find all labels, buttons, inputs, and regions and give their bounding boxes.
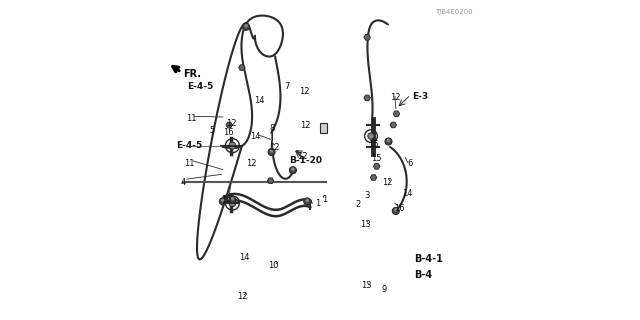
Text: 9: 9 <box>381 285 387 294</box>
Text: 11: 11 <box>184 159 195 168</box>
FancyBboxPatch shape <box>320 123 327 133</box>
Text: 14: 14 <box>239 253 250 262</box>
Text: 12: 12 <box>300 87 310 96</box>
Polygon shape <box>364 35 371 40</box>
Circle shape <box>387 139 390 142</box>
Text: 12: 12 <box>269 143 280 152</box>
Polygon shape <box>268 178 274 183</box>
Text: 16: 16 <box>394 204 404 213</box>
Text: B-4: B-4 <box>414 270 432 280</box>
Polygon shape <box>239 65 245 70</box>
Text: 12: 12 <box>390 93 400 102</box>
Text: 12: 12 <box>300 121 311 130</box>
Circle shape <box>304 198 311 205</box>
Circle shape <box>392 207 399 214</box>
Circle shape <box>230 197 234 201</box>
Text: 11: 11 <box>186 114 196 123</box>
Circle shape <box>394 208 397 212</box>
Text: TJB4E0200: TJB4E0200 <box>435 9 473 15</box>
Circle shape <box>305 199 309 202</box>
Text: 5: 5 <box>209 126 214 135</box>
Text: 1: 1 <box>315 198 320 207</box>
Text: 12: 12 <box>237 292 247 301</box>
Text: 12: 12 <box>297 152 308 161</box>
Polygon shape <box>226 122 232 128</box>
Polygon shape <box>374 164 380 169</box>
Text: 12: 12 <box>246 159 257 168</box>
Text: FR.: FR. <box>183 69 201 79</box>
Circle shape <box>220 198 227 205</box>
Circle shape <box>385 138 392 145</box>
Circle shape <box>221 199 225 202</box>
Circle shape <box>368 133 374 139</box>
Text: 13: 13 <box>360 220 371 229</box>
Text: 16: 16 <box>221 195 231 204</box>
Text: 6: 6 <box>407 159 413 168</box>
Circle shape <box>268 148 275 156</box>
Text: B-1-20: B-1-20 <box>289 156 322 165</box>
Text: 14: 14 <box>250 132 261 141</box>
Circle shape <box>291 167 294 171</box>
Text: 4: 4 <box>180 178 186 187</box>
Text: 1: 1 <box>322 195 328 204</box>
Circle shape <box>229 142 236 149</box>
Text: 12: 12 <box>226 119 237 128</box>
Text: B-4-1: B-4-1 <box>414 254 443 264</box>
Text: 14: 14 <box>254 96 265 105</box>
Circle shape <box>243 23 250 30</box>
Text: E-4-5: E-4-5 <box>188 82 214 91</box>
Text: 3: 3 <box>364 190 370 200</box>
Polygon shape <box>371 175 377 180</box>
Text: 14: 14 <box>403 189 413 198</box>
Text: 16: 16 <box>223 128 234 137</box>
Text: 13: 13 <box>361 281 371 290</box>
Text: 15: 15 <box>368 140 379 149</box>
Text: 8: 8 <box>269 124 275 133</box>
Circle shape <box>229 196 236 203</box>
Polygon shape <box>390 122 396 128</box>
Text: 12: 12 <box>381 179 392 188</box>
Text: E-3: E-3 <box>412 92 429 101</box>
Text: 7: 7 <box>284 82 289 91</box>
Circle shape <box>229 199 236 206</box>
Text: E-4-5: E-4-5 <box>176 141 202 150</box>
Text: 10: 10 <box>269 261 279 270</box>
Text: 15: 15 <box>371 154 382 163</box>
Circle shape <box>270 149 273 153</box>
Polygon shape <box>394 111 399 116</box>
Polygon shape <box>364 95 371 100</box>
Text: 2: 2 <box>355 200 360 209</box>
Circle shape <box>289 167 296 174</box>
Circle shape <box>244 24 248 28</box>
